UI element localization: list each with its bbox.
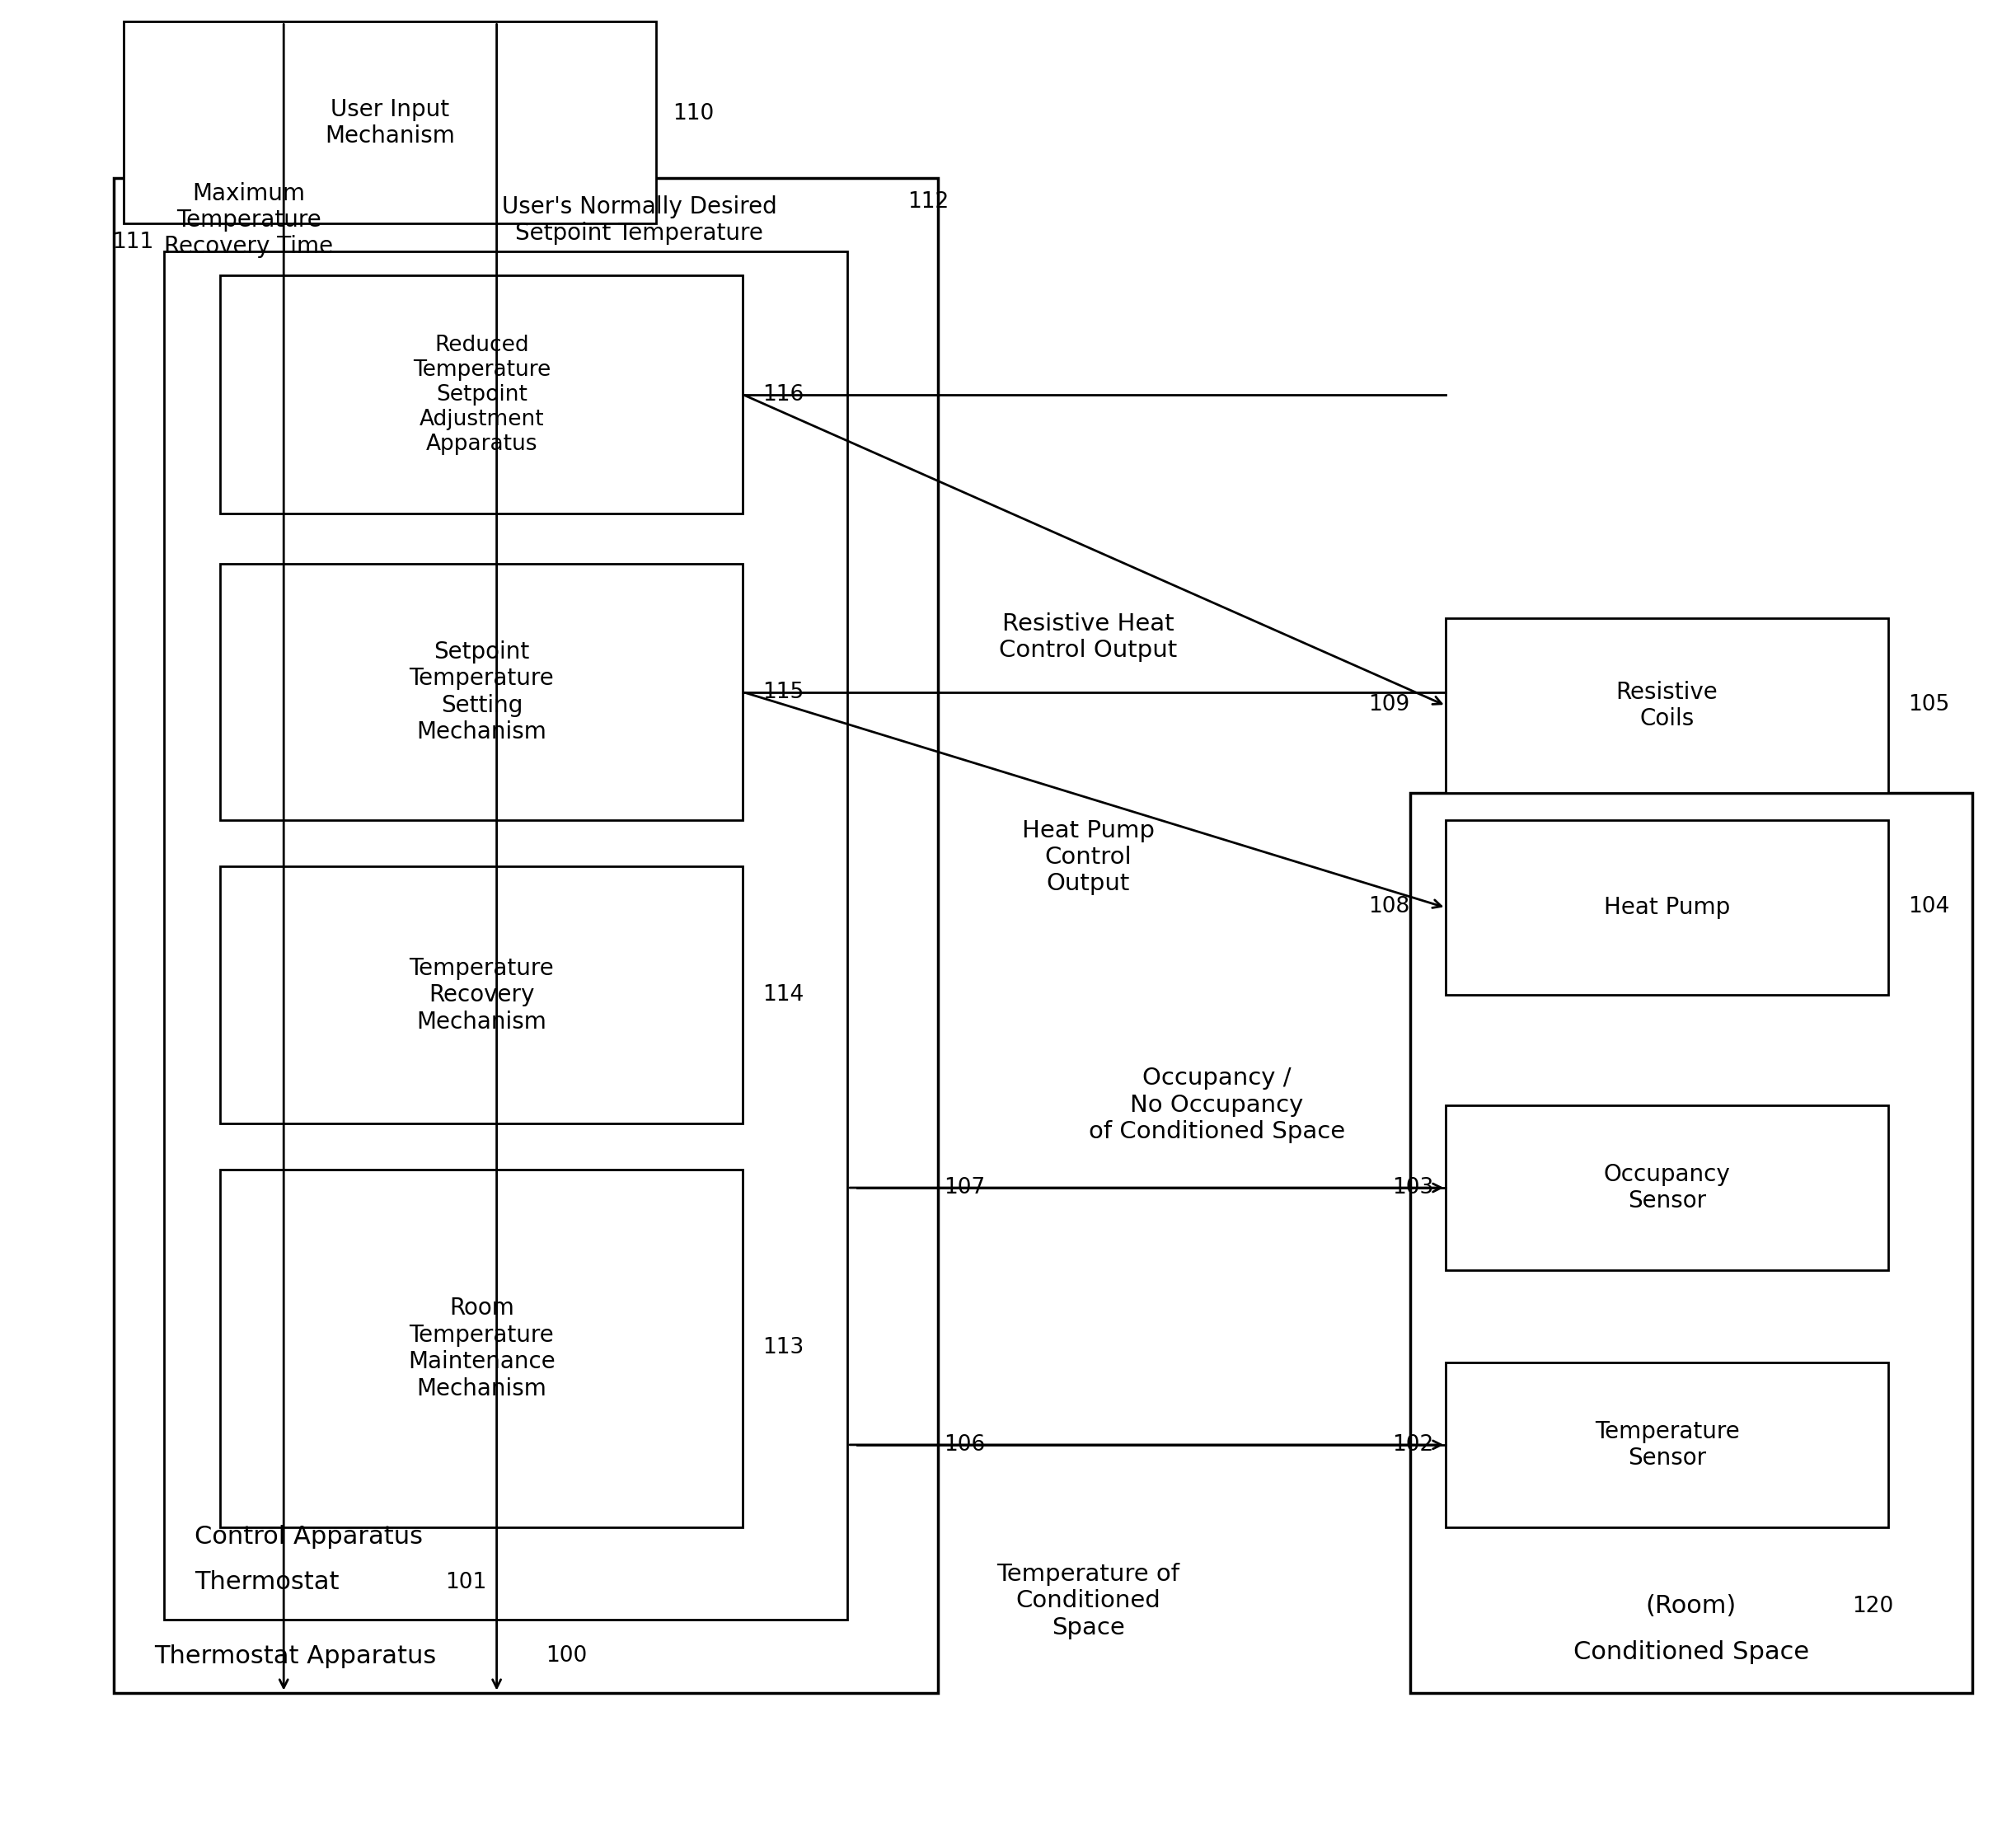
Text: 111: 111 — [113, 232, 153, 252]
Text: Setpoint
Temperature
Setting
Mechanism: Setpoint Temperature Setting Mechanism — [409, 640, 554, 743]
Text: 102: 102 — [1393, 1434, 1433, 1456]
Text: 107: 107 — [943, 1178, 986, 1198]
Text: Temperature
Recovery
Mechanism: Temperature Recovery Mechanism — [409, 957, 554, 1034]
Text: Control Apparatus: Control Apparatus — [194, 1524, 423, 1548]
Text: 108: 108 — [1369, 896, 1409, 918]
Bar — [220, 275, 742, 514]
Bar — [220, 564, 742, 820]
Bar — [220, 1168, 742, 1528]
Text: 105: 105 — [1907, 695, 1949, 715]
Text: Reduced
Temperature
Setpoint
Adjustment
Apparatus: Reduced Temperature Setpoint Adjustment … — [413, 334, 550, 455]
Text: Thermostat: Thermostat — [194, 1570, 339, 1594]
Text: Room
Temperature
Maintenance
Mechanism: Room Temperature Maintenance Mechanism — [407, 1297, 554, 1401]
Text: Maximum
Temperature
Recovery Time: Maximum Temperature Recovery Time — [163, 182, 333, 258]
Text: 100: 100 — [546, 1646, 587, 1666]
Text: Conditioned Space: Conditioned Space — [1572, 1640, 1808, 1664]
Bar — [1409, 792, 1972, 1692]
Text: 116: 116 — [762, 383, 804, 405]
Text: 109: 109 — [1369, 695, 1409, 715]
Text: 101: 101 — [446, 1572, 486, 1592]
Text: 104: 104 — [1907, 896, 1949, 918]
Text: Temperature of
Conditioned
Space: Temperature of Conditioned Space — [996, 1563, 1179, 1638]
Text: Resistive
Coils: Resistive Coils — [1617, 680, 1718, 730]
Bar — [115, 179, 937, 1692]
Text: 110: 110 — [673, 103, 714, 123]
Text: 113: 113 — [762, 1336, 804, 1358]
Text: 120: 120 — [1853, 1596, 1893, 1616]
Bar — [1445, 1362, 1889, 1528]
Bar — [123, 22, 657, 223]
Text: Temperature
Sensor: Temperature Sensor — [1595, 1419, 1740, 1469]
Text: Thermostat Apparatus: Thermostat Apparatus — [153, 1644, 435, 1668]
Text: User's Normally Desired
Setpoint Temperature: User's Normally Desired Setpoint Tempera… — [502, 195, 776, 245]
Text: 103: 103 — [1393, 1178, 1433, 1198]
Text: (Room): (Room) — [1645, 1594, 1736, 1618]
Text: User Input
Mechanism: User Input Mechanism — [325, 98, 456, 147]
Text: 112: 112 — [907, 192, 950, 212]
Text: 114: 114 — [762, 984, 804, 1006]
Text: 115: 115 — [762, 682, 804, 702]
Text: Occupancy
Sensor: Occupancy Sensor — [1603, 1163, 1730, 1213]
Bar — [1445, 820, 1889, 995]
Text: 106: 106 — [943, 1434, 986, 1456]
Bar — [1445, 1106, 1889, 1270]
Text: Occupancy /
No Occupancy
of Conditioned Space: Occupancy / No Occupancy of Conditioned … — [1089, 1067, 1345, 1143]
Bar — [220, 866, 742, 1124]
Text: Heat Pump: Heat Pump — [1605, 896, 1730, 920]
Text: Resistive Heat
Control Output: Resistive Heat Control Output — [1000, 612, 1177, 662]
Bar — [163, 251, 847, 1620]
Text: Heat Pump
Control
Output: Heat Pump Control Output — [1022, 818, 1155, 896]
Bar — [1445, 619, 1889, 792]
